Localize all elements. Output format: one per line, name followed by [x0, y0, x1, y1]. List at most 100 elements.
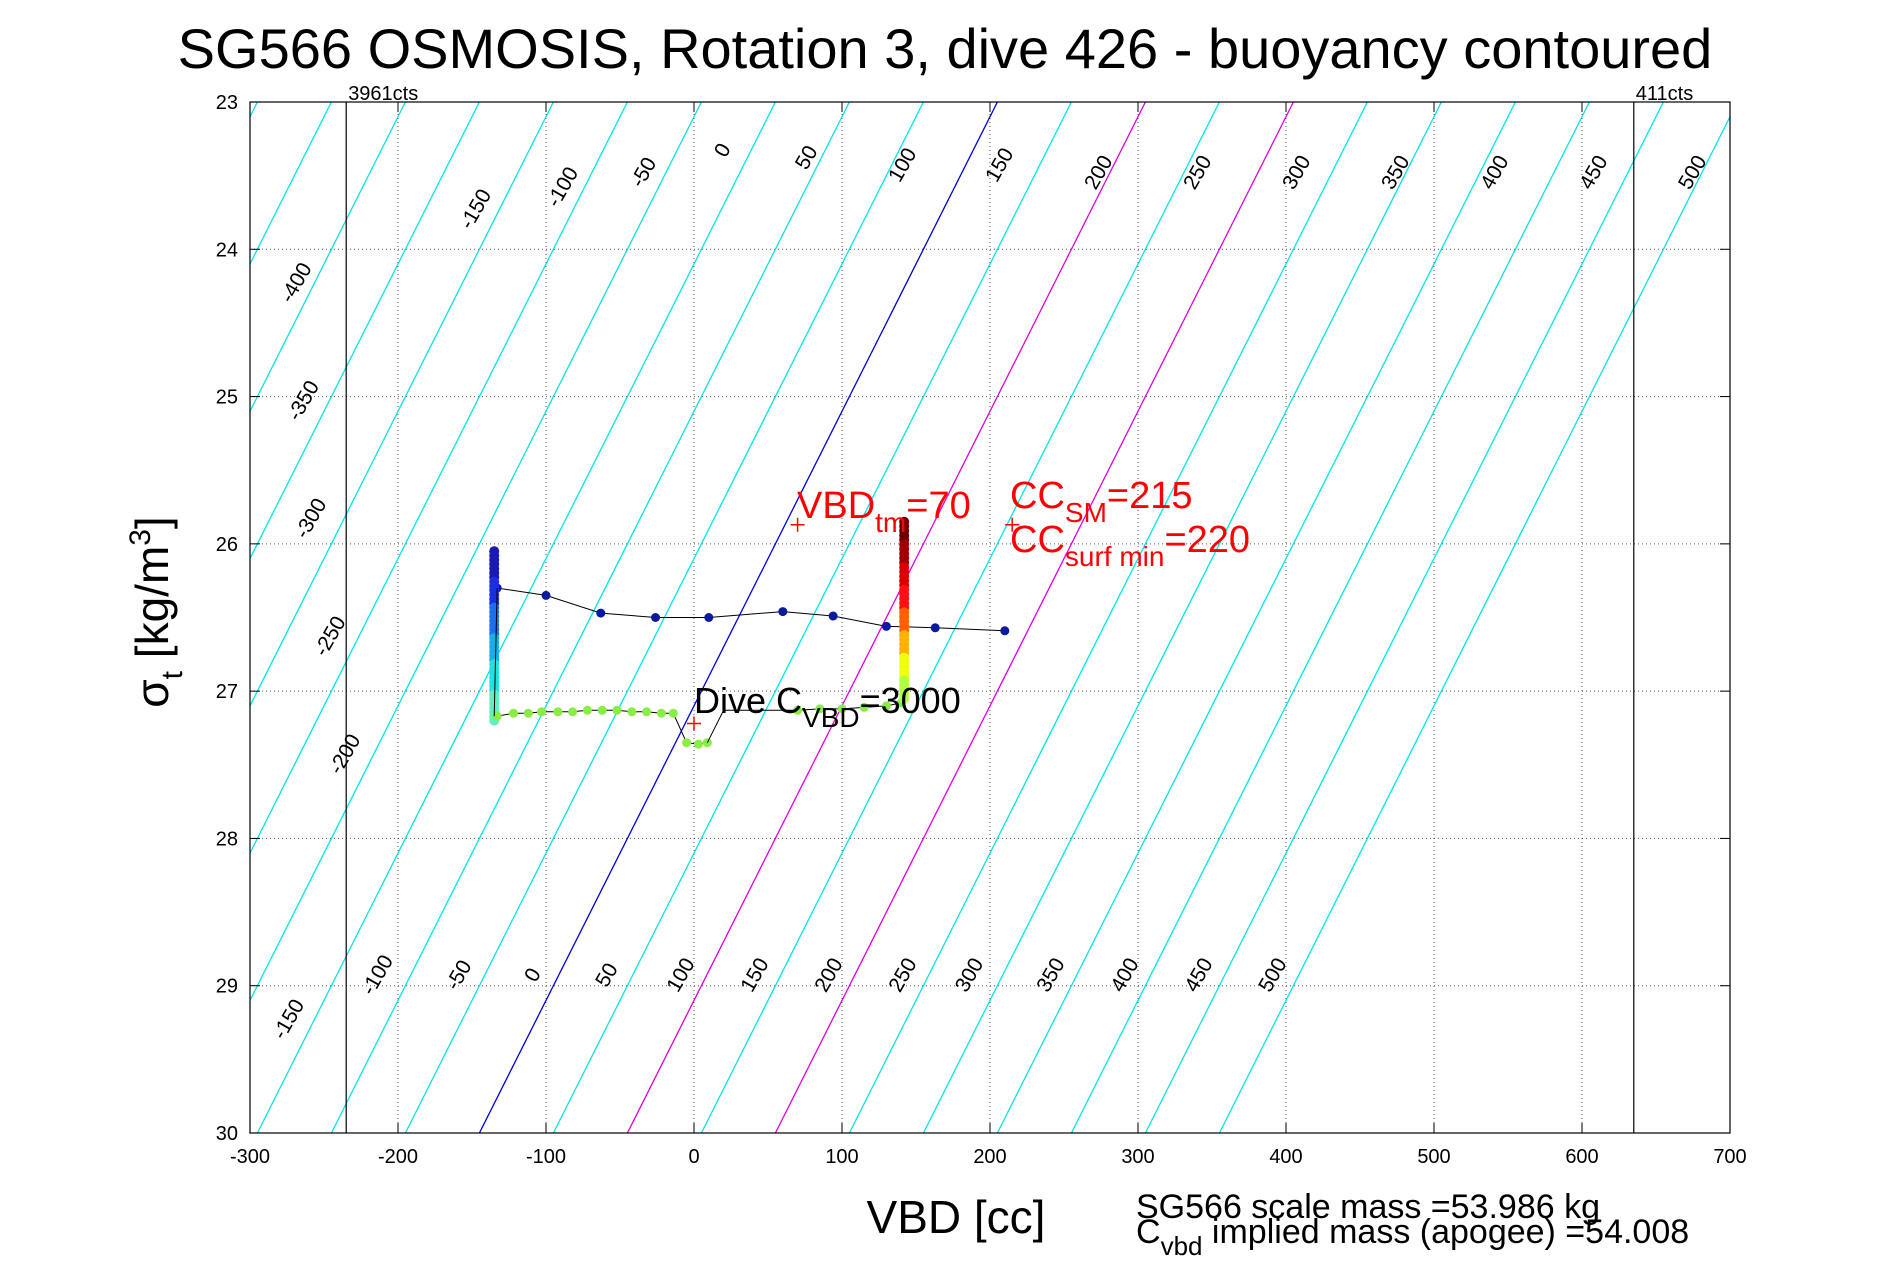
contour-label-bottom: 500	[1254, 954, 1291, 996]
x-tick-label: 700	[1713, 1146, 1746, 1168]
series-connector	[706, 709, 798, 743]
contour-line	[250, 102, 702, 1002]
series-point	[815, 704, 825, 714]
cvbd-main: C	[1136, 1213, 1161, 1251]
y-tick-label: 30	[216, 1123, 238, 1145]
contour-label-left: -300	[291, 495, 332, 543]
cvbd-implied-mass-text: Cvbd implied mass (apogee) =54.008	[1136, 1213, 1689, 1261]
series-point	[828, 611, 838, 621]
x-tick-label: 300	[1121, 1146, 1154, 1168]
x-tick-label: 0	[688, 1146, 699, 1168]
x-tick-label: 100	[825, 1146, 858, 1168]
y-axis-label-sub: t	[156, 670, 189, 679]
contour-label-top: 400	[1476, 151, 1513, 193]
series-point	[541, 590, 551, 600]
chart-title: SG566 OSMOSIS, Rotation 3, dive 426 - bu…	[178, 17, 1713, 80]
vbd-limit-label: 411cts	[1636, 83, 1693, 105]
series-point	[651, 613, 661, 622]
contour-label-top: -50	[626, 153, 661, 191]
cc-surf-value: =220	[1164, 519, 1250, 561]
contour-line	[922, 102, 1442, 1133]
dive-c-sub: VBD	[802, 702, 860, 733]
y-axis-label-unit: [kg/m	[126, 546, 178, 671]
series-point	[693, 739, 703, 749]
y-tick-label: 29	[216, 976, 238, 998]
contour-line	[1218, 115, 1730, 1133]
series-point	[881, 701, 891, 711]
x-tick-label: -300	[230, 1146, 270, 1168]
series-point	[1000, 626, 1010, 636]
contour-line	[256, 102, 776, 1133]
contour-label-left: -400	[276, 259, 317, 307]
contour-line	[250, 102, 406, 413]
contour-label-bottom: -100	[357, 951, 398, 999]
contour-line	[330, 102, 850, 1133]
series-point	[656, 708, 666, 718]
scale-mass-text: SG566 scale mass =53.986 kg	[1136, 1188, 1600, 1226]
series-point	[627, 707, 637, 717]
x-axis-label: VBD [cc]	[867, 1191, 1046, 1243]
series-point	[523, 708, 533, 718]
series-point	[492, 711, 502, 721]
contour-label-top: -100	[542, 163, 583, 211]
contour-label-top: 450	[1575, 151, 1612, 193]
contour-label-bottom: -50	[441, 956, 476, 994]
y-axis-label-close: ]	[126, 516, 178, 529]
contour-line	[774, 102, 1294, 1133]
dive-c-value: =3000	[860, 680, 961, 721]
x-tick-label: 200	[973, 1146, 1006, 1168]
contour-line	[1144, 102, 1664, 1133]
contour-label-top: 0	[710, 139, 736, 161]
contour-line	[700, 102, 1220, 1133]
cc-sm-value: =215	[1107, 475, 1193, 517]
vbd-tm-sub: tm	[875, 507, 906, 538]
dive-c-annotation: Dive CVBD=3000	[694, 680, 961, 733]
dive-c-main: Dive C	[694, 680, 802, 721]
y-tick-label: 23	[216, 92, 238, 114]
contour-label-left: -350	[283, 377, 324, 425]
series-point	[582, 705, 592, 715]
series-point	[612, 705, 622, 715]
cc-surf-sub: surf min	[1065, 541, 1165, 572]
plot-area: 3961cts 411cts-150 -100 -500 50 100 150 200 250 3…	[216, 83, 1747, 1168]
contour-label-bottom: 250	[884, 954, 921, 996]
contour-label-top: 500	[1674, 151, 1711, 193]
series-point	[596, 608, 606, 618]
x-tick-label: 600	[1565, 1146, 1598, 1168]
series-point	[704, 613, 714, 622]
series-point	[837, 704, 847, 714]
y-tick-label: 27	[216, 681, 238, 703]
cc-sm-sub: SM	[1065, 497, 1107, 528]
series-point	[568, 707, 578, 717]
series-line	[497, 709, 708, 745]
cvbd-sub: vbd	[1161, 1231, 1203, 1261]
series-point	[597, 705, 607, 715]
marker-plus	[687, 716, 701, 731]
contour-line	[552, 102, 1072, 1133]
series-point	[899, 693, 910, 704]
series-point	[668, 708, 678, 718]
y-tick-label: 28	[216, 828, 238, 850]
series-connector	[493, 588, 498, 717]
contour-label-bottom: 400	[1106, 954, 1143, 996]
series-point	[778, 607, 788, 617]
series-point	[642, 707, 652, 717]
contour-label-bottom: 0	[520, 964, 546, 986]
contour-label-top: 50	[791, 142, 823, 174]
cc-surf-main: CC	[1010, 519, 1065, 561]
contour-line	[250, 102, 480, 561]
contour-label-top: 350	[1377, 151, 1414, 193]
series-point	[537, 707, 547, 717]
series-point	[930, 623, 940, 633]
contour-label-bottom: 150	[736, 954, 773, 996]
contour-label-bottom: 350	[1032, 954, 1069, 996]
contour-line	[478, 102, 998, 1133]
contour-lines	[250, 102, 1730, 1133]
y-tick-label: 25	[216, 387, 238, 409]
series-point	[859, 702, 869, 712]
contour-label-bottom: 100	[662, 954, 699, 996]
svg-text:σt [kg/m3]: σt [kg/m3]	[124, 516, 189, 707]
contour-label-top: 300	[1278, 151, 1315, 193]
series-point	[508, 708, 518, 718]
marker-plus	[790, 517, 805, 532]
